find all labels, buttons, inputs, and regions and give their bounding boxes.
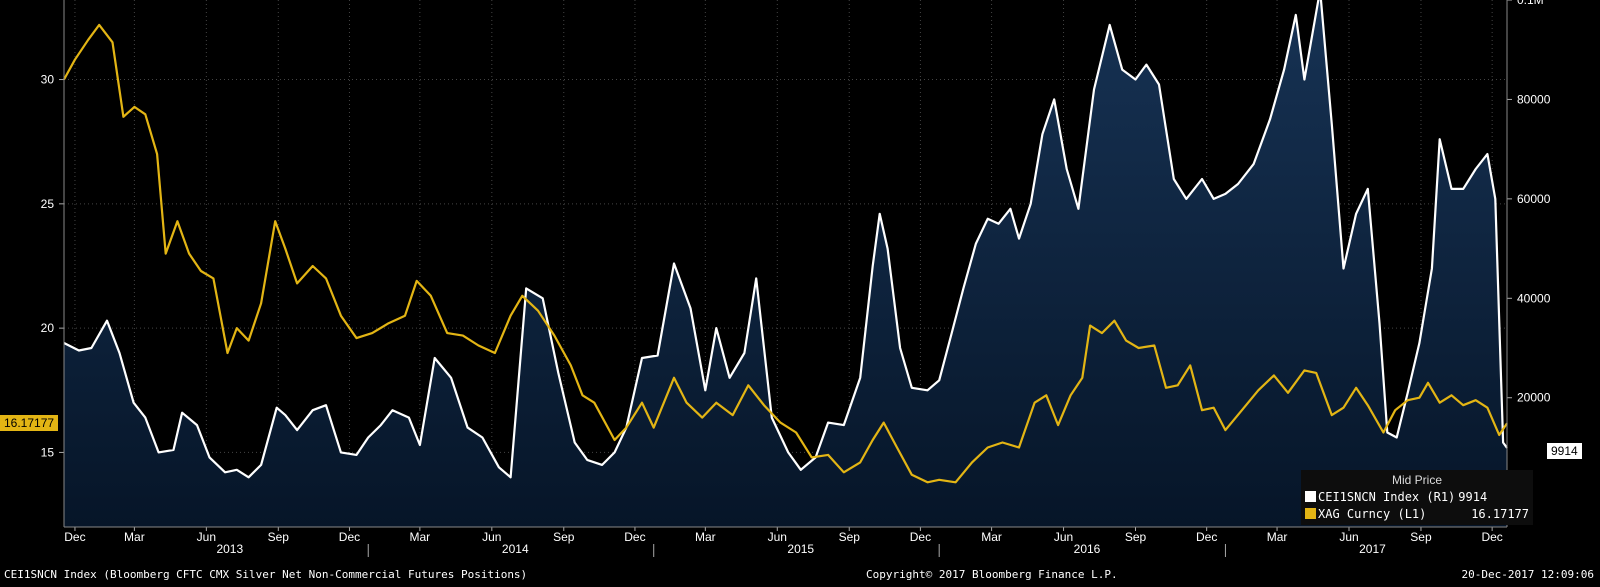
left-tick-label: 15 xyxy=(41,445,55,459)
x-tick-label-year: 2015 xyxy=(787,542,814,556)
legend-item-name: XAG Curncy (L1) xyxy=(1318,507,1427,521)
net-positions-line xyxy=(63,0,1508,479)
x-tick-label-year: 2017 xyxy=(1359,542,1386,556)
left-tick-label: 20 xyxy=(41,321,55,335)
legend-item-value: 9914 xyxy=(1458,490,1488,504)
silver-last-value-tag: 16.17177 xyxy=(0,415,59,431)
x-tick-label-month: Jun xyxy=(482,530,501,544)
net-positions-area xyxy=(64,0,1507,527)
net-positions-last-value-tag: 9914 xyxy=(1547,443,1582,459)
right-tick-label: 80000 xyxy=(1517,92,1551,106)
silver-price-line xyxy=(63,23,1508,484)
right-tick-label: 40000 xyxy=(1517,291,1551,305)
legend-title: Mid Price xyxy=(1391,473,1442,487)
right-tick-label: 60000 xyxy=(1517,192,1551,206)
left-tick-label: 30 xyxy=(41,73,55,87)
x-axis-ticks: Dec Mar Jun Sep Dec Mar Jun Sep Dec Mar Jun Sep Dec M… xyxy=(64,527,1503,557)
x-tick-label-month: Jun xyxy=(1054,530,1073,544)
legend-item-name: CEI1SNCN Index (R1) xyxy=(1318,490,1456,504)
x-tick-label-year: 2014 xyxy=(502,542,529,556)
footer-copyright: Copyright© 2017 Bloomberg Finance L.P. xyxy=(866,568,1118,581)
x-tick-label-month: Dec xyxy=(1196,530,1217,544)
x-tick-label-month: Dec xyxy=(910,530,931,544)
x-tick-label-year: 2013 xyxy=(216,542,243,556)
x-tick-label-month: Mar xyxy=(410,530,431,544)
legend-item-silver-price: XAG Curncy (L1) 16.17177 xyxy=(1305,506,1529,522)
x-tick-label-month: Sep xyxy=(839,530,861,544)
x-tick-label-month: Mar xyxy=(124,530,145,544)
right-tick-label: 20000 xyxy=(1517,391,1551,405)
legend-item-value: 16.17177 xyxy=(1471,507,1529,521)
x-tick-label-month: Dec xyxy=(339,530,360,544)
x-tick-label-month: Mar xyxy=(1267,530,1288,544)
x-tick-label-year: 2016 xyxy=(1074,542,1101,556)
right-tick-label: 0.1M xyxy=(1517,0,1544,7)
legend-item-net-positions: CEI1SNCN Index (R1) 9914 xyxy=(1305,489,1529,505)
x-tick-label-month: Mar xyxy=(695,530,716,544)
footer-timestamp: 20-Dec-2017 12:09:06 xyxy=(1461,568,1594,581)
left-axis-ticks: 15 20 25 30 xyxy=(41,0,65,527)
x-tick-label-month: Sep xyxy=(268,530,290,544)
x-tick-label-month: Dec xyxy=(1481,530,1502,544)
x-tick-label-month: Jun xyxy=(768,530,787,544)
left-tick-label: 25 xyxy=(41,197,55,211)
footer-series-description: CEI1SNCN Index (Bloomberg CFTC CMX Silve… xyxy=(4,568,528,581)
legend-swatch-gold-icon xyxy=(1305,508,1316,519)
x-tick-label-month: Mar xyxy=(981,530,1002,544)
x-tick-label-month: Dec xyxy=(624,530,645,544)
x-tick-label-month: Sep xyxy=(1125,530,1147,544)
x-tick-label-month: Sep xyxy=(553,530,575,544)
legend: Mid Price CEI1SNCN Index (R1) 9914 XAG Cu… xyxy=(1301,470,1533,525)
x-tick-label-month: Dec xyxy=(64,530,85,544)
x-tick-label-month: Jun xyxy=(1339,530,1358,544)
legend-swatch-white-icon xyxy=(1305,491,1316,502)
x-tick-label-month: Sep xyxy=(1410,530,1432,544)
x-tick-label-month: Jun xyxy=(197,530,216,544)
